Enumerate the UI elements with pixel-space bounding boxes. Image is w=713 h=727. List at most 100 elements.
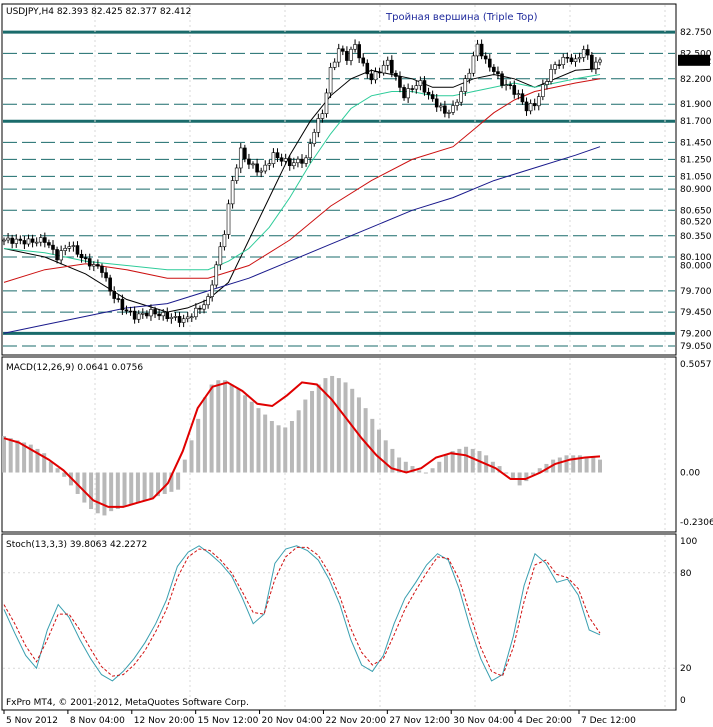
macd-histogram-bar — [537, 468, 542, 473]
macd-histogram-bar — [510, 472, 515, 479]
candle-body — [206, 296, 210, 306]
macd-histogram-bar — [397, 457, 402, 473]
candle-body — [549, 69, 553, 82]
candle-body — [136, 313, 141, 320]
macd-histogram-bar — [82, 472, 87, 503]
candle-body — [541, 84, 545, 97]
price-tick-label: 80.520 — [680, 217, 712, 227]
candle-body — [487, 58, 492, 68]
macd-histogram-bar — [557, 457, 562, 473]
candle-body — [149, 309, 153, 317]
candle-body — [59, 250, 63, 261]
macd-histogram-bar — [222, 380, 227, 473]
candle-body — [536, 96, 541, 107]
candle-body — [120, 298, 125, 311]
candle-body — [214, 264, 219, 286]
candle-body — [430, 94, 435, 100]
candle-body — [116, 298, 121, 300]
candle-body — [349, 48, 353, 61]
candle-body — [185, 316, 190, 320]
macd-histogram-bar — [310, 390, 315, 473]
candle-body — [447, 112, 451, 114]
candle-body — [51, 244, 55, 250]
candle-body — [87, 258, 92, 267]
time-tick-label: 8 Nov 04:00 — [70, 716, 125, 726]
candle-body — [385, 59, 390, 66]
candle-body — [524, 101, 529, 112]
candle-body — [43, 237, 47, 243]
candle-body — [287, 158, 292, 167]
candle-body — [181, 318, 186, 323]
candle-body — [320, 113, 325, 119]
candle-body — [100, 265, 104, 273]
price-tick-label: 79.050 — [680, 342, 712, 352]
candle-body — [369, 73, 374, 81]
price-tick-label: 81.700 — [680, 117, 712, 127]
stochastic-tick-label: 80 — [680, 569, 692, 579]
price-tick-label: 82.500 — [680, 49, 712, 59]
candle-body — [585, 49, 590, 56]
candle-body — [67, 246, 72, 249]
candle-body — [594, 61, 598, 70]
candle-body — [259, 170, 263, 173]
candle-body — [83, 257, 88, 260]
candle-body — [55, 249, 59, 261]
time-tick-label: 4 Dec 20:00 — [517, 716, 572, 726]
candle-body — [434, 98, 439, 108]
candle-body — [247, 158, 251, 165]
time-tick-label: 20 Nov 04:00 — [262, 716, 323, 726]
candle-body — [483, 55, 488, 60]
candle-body — [557, 64, 561, 66]
time-tick-label: 22 Nov 20:00 — [325, 716, 386, 726]
macd-histogram-bar — [15, 440, 20, 473]
price-tick-label: 79.700 — [680, 287, 712, 297]
macd-histogram-bar — [115, 472, 120, 509]
stochastic-header: Stoch(13,3,3) 39.8063 42.2272 — [6, 540, 147, 550]
macd-histogram-bar — [564, 455, 569, 473]
candle-body — [577, 57, 582, 60]
candle-body — [279, 157, 284, 162]
macd-histogram-bar — [370, 418, 375, 473]
macd-histogram-bar — [236, 388, 241, 473]
candle-body — [545, 81, 549, 85]
macd-histogram-bar — [598, 459, 602, 473]
macd-histogram-bar — [229, 384, 234, 473]
candle-body — [165, 312, 170, 319]
price-tick-label: 80.000 — [680, 261, 712, 271]
candle-body — [96, 264, 100, 267]
candle-body — [132, 310, 137, 320]
candle-body — [30, 238, 35, 243]
candle-body — [394, 72, 398, 77]
candle-body — [47, 242, 51, 246]
macd-histogram-bar — [269, 421, 274, 473]
price-level-lines — [3, 30, 675, 347]
candle-body — [324, 92, 329, 114]
macd-histogram-bar — [109, 472, 114, 512]
macd-histogram-bar — [256, 408, 261, 473]
stochastic-axis-labels: 100 80 20 0 — [680, 537, 697, 706]
macd-histogram-bar — [296, 410, 301, 473]
triple-top-annotation: Тройная вершина (Triple Top) — [385, 12, 538, 23]
candle-body — [243, 147, 247, 160]
macd-histogram-bar — [142, 472, 147, 501]
macd-histogram-bar — [577, 455, 582, 473]
candle-body — [300, 158, 304, 164]
candle-body — [361, 57, 366, 64]
candle-body — [381, 64, 386, 74]
candle-body — [14, 238, 19, 244]
candle-body — [528, 103, 533, 112]
candle-body — [553, 64, 557, 70]
price-tick-label: 82.200 — [680, 75, 712, 85]
time-axis-labels: 5 Nov 2012 8 Nov 04:00 12 Nov 20:00 15 Nov … — [3, 710, 636, 726]
macd-histogram-bar — [464, 446, 469, 473]
macd-histogram-bar — [122, 472, 127, 507]
macd-histogram-bar — [591, 457, 596, 473]
candle-body — [504, 84, 508, 86]
macd-histogram-bar — [55, 468, 60, 473]
macd-histogram-bar — [363, 408, 368, 473]
macd-histogram-bar — [330, 375, 335, 473]
candle-body — [112, 290, 117, 299]
macd-histogram-bar — [35, 448, 40, 473]
